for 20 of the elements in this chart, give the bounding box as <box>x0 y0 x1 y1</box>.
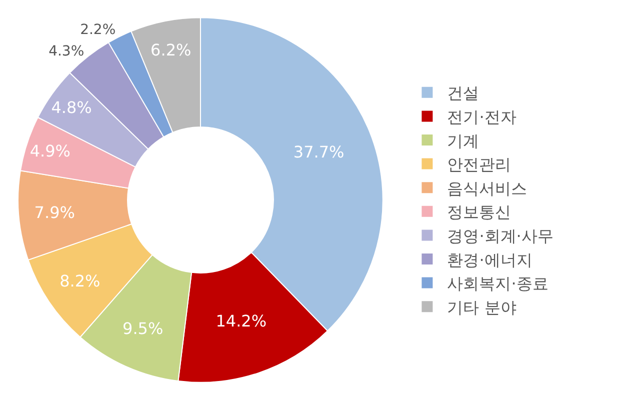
data-label: 37.7% <box>293 142 344 162</box>
data-label: 4.3% <box>48 43 84 60</box>
legend-label: 기계 <box>447 131 480 150</box>
data-label: 8.2% <box>60 272 100 291</box>
data-label: 7.9% <box>34 203 75 222</box>
legend-label: 음식서비스 <box>447 178 528 198</box>
legend-label: 안전관리 <box>447 155 512 174</box>
data-label: 9.5% <box>122 319 164 338</box>
legend-label: 환경·에너지 <box>447 250 532 270</box>
legend-label: 사회복지·종료 <box>447 274 548 294</box>
legend-label: 정보통신 <box>447 202 512 222</box>
legend-label: 경영·회계·사무 <box>447 226 554 246</box>
data-label: 4.8% <box>51 98 92 118</box>
legend-label: 기타 분야 <box>447 298 516 317</box>
legend-label: 전기·전자 <box>447 107 516 126</box>
legend-label: 건설 <box>447 84 480 103</box>
data-label: 4.9% <box>30 141 71 160</box>
data-label: 14.2% <box>216 312 267 331</box>
data-label: 2.2% <box>80 22 116 38</box>
data-label: 6.2% <box>150 40 192 60</box>
